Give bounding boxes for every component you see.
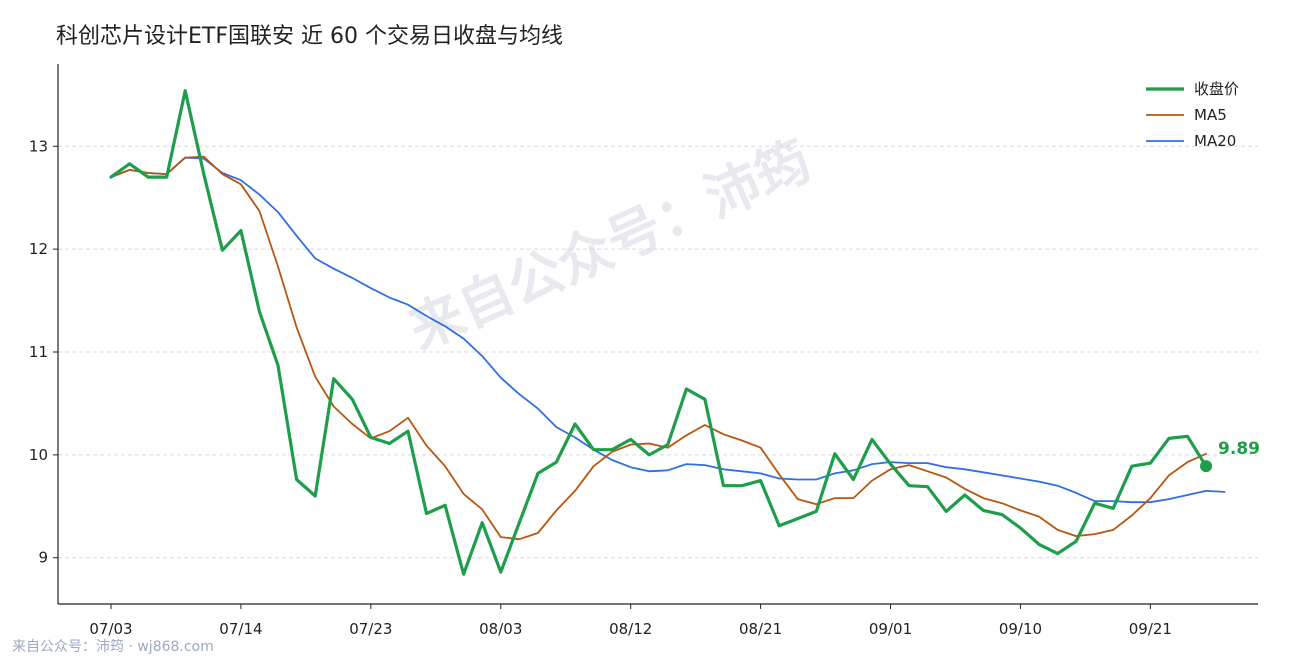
y-tick-label: 13: [29, 137, 48, 155]
legend-label: 收盘价: [1194, 80, 1239, 98]
last-close-marker: [1200, 460, 1213, 473]
y-tick-label: 12: [29, 240, 48, 258]
x-tick-label: 08/03: [479, 620, 522, 638]
y-tick-label: 9: [38, 549, 48, 567]
x-tick-label: 07/23: [349, 620, 392, 638]
footer-credit: 来自公众号：沛筠 · wj868.com: [12, 639, 214, 655]
tick-labels: 9 10 11 12 13 07/03 07/14 07/23 08/03 08/12 08/21 0…: [29, 137, 1172, 638]
x-tick-label: 09/01: [869, 620, 912, 638]
ma20-line: [110, 156, 1226, 504]
x-tick-label: 09/10: [999, 620, 1042, 638]
x-tick-label: 07/03: [89, 620, 132, 638]
ma5-line: [110, 155, 1207, 541]
grid-lines: [58, 145, 1258, 559]
x-tick-label: 07/14: [219, 620, 262, 638]
legend: 收盘价 MA5 MA20: [1146, 80, 1239, 150]
chart-title: 科创芯片设计ETF国联安 近 60 个交易日收盘与均线: [56, 24, 563, 49]
axes: [53, 64, 1258, 609]
legend-label: MA20: [1194, 132, 1236, 150]
x-tick-label: 08/12: [609, 620, 652, 638]
watermark: 来自公众号：沛筠: [400, 129, 820, 362]
x-tick-label: 09/21: [1129, 620, 1172, 638]
y-tick-label: 11: [29, 343, 48, 361]
x-tick-label: 08/21: [739, 620, 782, 638]
last-close-label: 9.89: [1218, 439, 1260, 459]
series-lines: 9.89: [109, 89, 1260, 576]
y-tick-label: 10: [29, 446, 48, 464]
legend-label: MA5: [1194, 106, 1227, 124]
close-price-line: [109, 89, 1208, 576]
